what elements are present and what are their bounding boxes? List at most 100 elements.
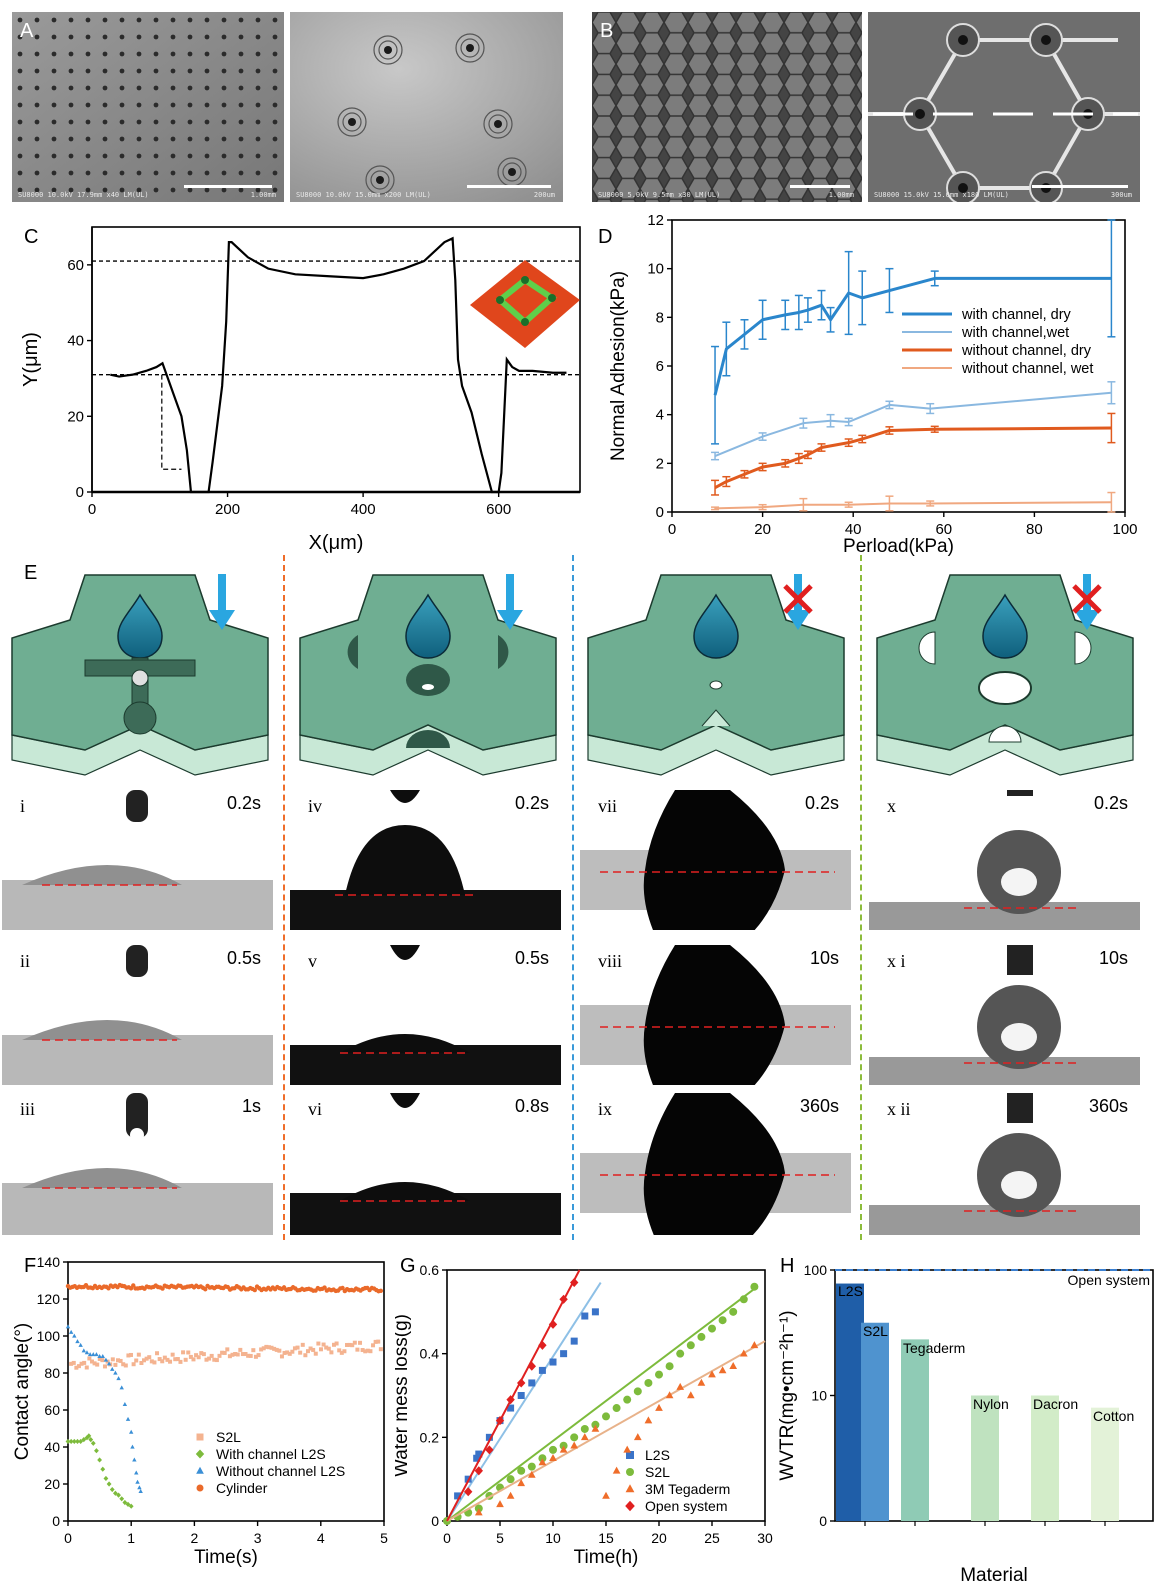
- data-point: [718, 1366, 727, 1374]
- data-point: [623, 1395, 632, 1404]
- bar-label: S2L: [863, 1323, 888, 1339]
- droplet-shape: [22, 1020, 182, 1040]
- data-point: [570, 1337, 578, 1345]
- data-point: [103, 1357, 109, 1362]
- droplet-photo: iii 1s: [2, 1093, 273, 1235]
- data-point: [559, 1445, 568, 1453]
- legend-marker: [626, 1468, 634, 1476]
- data-point: [97, 1353, 102, 1358]
- hexagon-top: [587, 574, 845, 751]
- data-point: [129, 1352, 134, 1357]
- photo-image: [869, 1093, 1140, 1235]
- y-tick-label: 0: [819, 1513, 827, 1529]
- panel-label-e: E: [24, 562, 38, 584]
- data-point: [220, 1350, 225, 1355]
- data-point: [538, 1340, 547, 1350]
- data-point: [162, 1355, 167, 1360]
- data-point: [168, 1359, 173, 1364]
- y-tick-label: 0: [76, 484, 84, 501]
- droplet-shape: [22, 1168, 182, 1188]
- y-tick-label: 10: [811, 1388, 827, 1404]
- data-point: [209, 1353, 214, 1358]
- legend-marker: [196, 1484, 204, 1492]
- data-point: [337, 1348, 342, 1353]
- sem-meta: SU8000 10.0kV 15.0mm x200 LM(UL): [296, 191, 431, 199]
- step-marker: [161, 374, 182, 470]
- legend-label: With channel L2S: [216, 1446, 326, 1462]
- photo-image: [290, 945, 561, 1085]
- data-point: [89, 1359, 94, 1364]
- photo-time-label: 10s: [809, 948, 839, 968]
- data-point: [305, 1349, 310, 1354]
- data-point: [116, 1376, 121, 1381]
- data-point: [331, 1342, 336, 1347]
- data-point: [303, 1353, 308, 1358]
- data-point: [708, 1370, 716, 1378]
- data-point: [378, 1288, 384, 1294]
- legend-label: Cylinder: [216, 1480, 268, 1496]
- data-point: [136, 1352, 141, 1357]
- data-point: [697, 1378, 706, 1386]
- data-point: [292, 1346, 297, 1351]
- data-point: [173, 1357, 178, 1362]
- scale-label: 1.00mm: [250, 191, 276, 199]
- trilobe-schematic: [587, 574, 845, 776]
- data-point: [123, 1363, 128, 1368]
- data-point: [65, 1438, 71, 1445]
- photo-index-label: iv: [308, 796, 323, 816]
- data-point: [474, 1466, 483, 1476]
- y-axis-label: Water mess loss(g): [395, 1314, 412, 1477]
- droplet-photo: ii 0.5s: [2, 945, 273, 1085]
- droplet: [405, 593, 451, 659]
- x-tick-label: 1: [127, 1530, 135, 1546]
- data-point: [285, 1350, 290, 1355]
- data-point: [591, 1424, 600, 1432]
- data-point: [149, 1359, 154, 1364]
- sem-label: A: [20, 20, 34, 42]
- hole: [406, 664, 450, 696]
- data-point: [729, 1362, 738, 1370]
- x-tick-label: 20: [651, 1530, 667, 1546]
- bar: [1031, 1395, 1059, 1521]
- x-tick-label: 0: [443, 1530, 451, 1546]
- x-tick-label: 25: [704, 1530, 720, 1546]
- x-tick-label: 200: [215, 501, 240, 518]
- panel-label-h: H: [780, 1255, 795, 1277]
- data-point: [665, 1362, 674, 1371]
- data-point: [368, 1349, 373, 1354]
- data-point: [300, 1342, 305, 1347]
- needle-drop: [390, 945, 420, 960]
- data-point: [248, 1353, 253, 1358]
- legend-label: S2L: [645, 1464, 670, 1480]
- arrow-shaft: [506, 574, 514, 614]
- data-point: [139, 1361, 144, 1366]
- data-point: [88, 1437, 94, 1443]
- legend-label: L2S: [645, 1447, 670, 1463]
- data-point: [340, 1285, 345, 1291]
- legend-marker: [625, 1500, 635, 1512]
- droplet-photo: x ii 360s: [869, 1093, 1140, 1235]
- data-point: [295, 1345, 300, 1350]
- data-point: [68, 1329, 74, 1334]
- needle-drop: [130, 1128, 144, 1142]
- droplet: [982, 593, 1028, 659]
- data-point: [227, 1354, 232, 1359]
- data-point: [183, 1357, 188, 1362]
- needle-drop: [390, 1093, 420, 1108]
- photo-index-label: x ii: [887, 1099, 911, 1119]
- data-point: [517, 1479, 526, 1487]
- data-point: [591, 1308, 599, 1316]
- data-point: [125, 1501, 131, 1507]
- scale-label: 300um: [1110, 191, 1132, 199]
- y-tick-label: 20: [67, 408, 84, 425]
- y-tick-label: 80: [44, 1365, 60, 1381]
- droplet-shape: [340, 1034, 470, 1053]
- bar: [861, 1322, 889, 1521]
- data-point: [90, 1440, 96, 1446]
- channel-node: [123, 701, 157, 735]
- y-tick-label: 20: [44, 1476, 60, 1492]
- hexagon-top: [876, 574, 1134, 751]
- data-point: [81, 1437, 87, 1443]
- droplet-highlight: [1001, 1023, 1037, 1051]
- data-point: [739, 1349, 748, 1357]
